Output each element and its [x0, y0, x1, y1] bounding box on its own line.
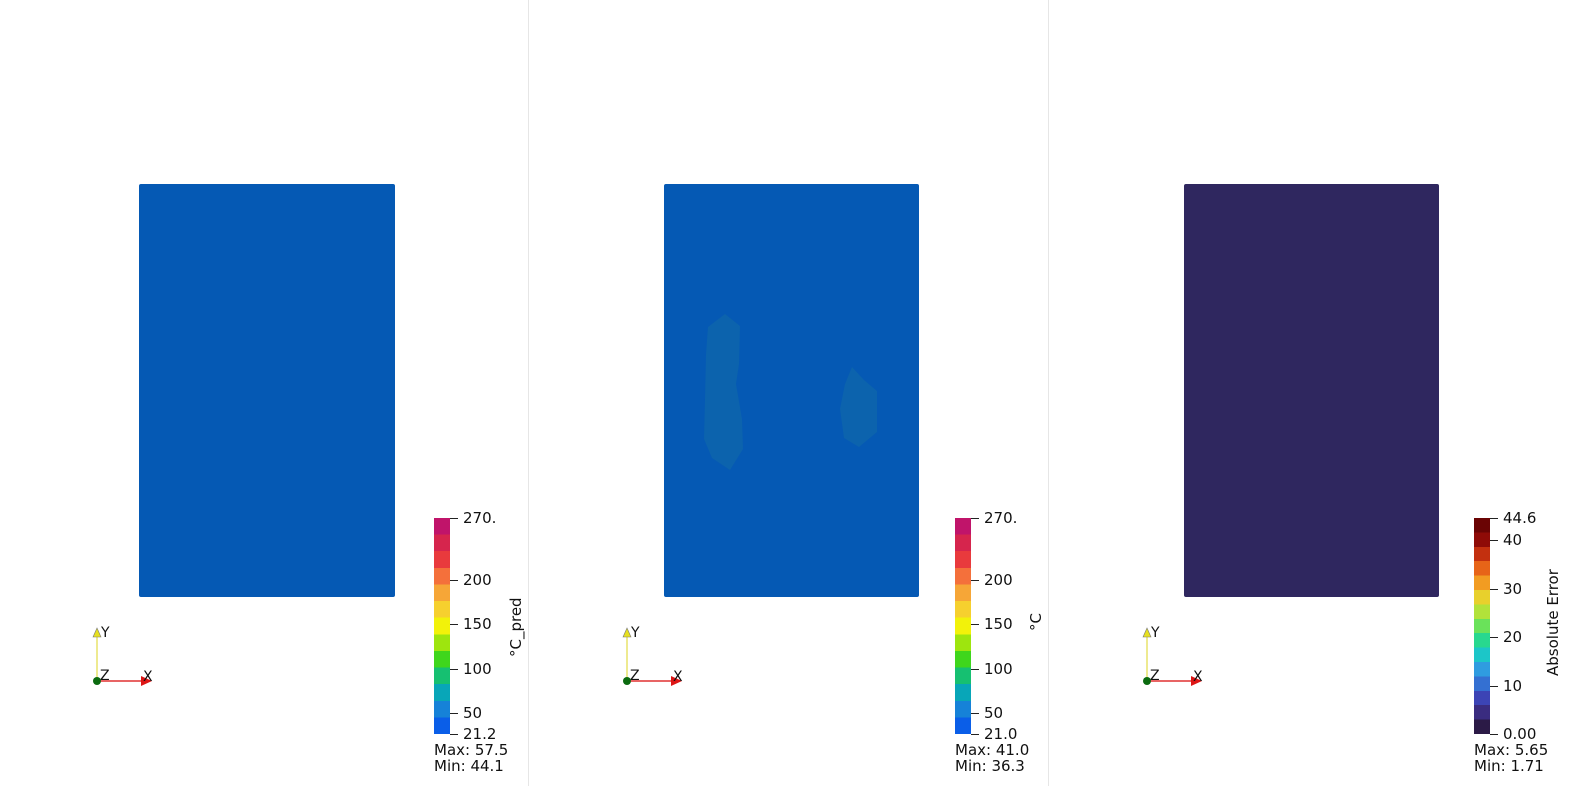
max-label: Max: 41.0	[955, 741, 1030, 759]
x-axis-arrow	[141, 676, 152, 686]
contour-region-right	[840, 367, 877, 447]
colorbar-tick-label: 44.6	[1503, 509, 1537, 527]
max-label: Max: 5.65	[1474, 741, 1549, 759]
render-view-ground-truth[interactable]: 270. 200 150 100 50 21.0 °C Max: 41.0 Min: 36…	[528, 0, 1048, 786]
axis-label-x: X	[143, 669, 153, 685]
axis-label-x: X	[673, 669, 683, 685]
colorbar-tick	[971, 624, 979, 625]
mesh-surface[interactable]	[139, 184, 395, 597]
data-range-label: Max: 5.65 Min: 1.71	[1474, 742, 1548, 774]
colorbar-tick	[1490, 686, 1498, 687]
axis-label-z: Z	[630, 668, 640, 684]
colorbar-tick-label: 50	[984, 704, 1004, 722]
colorbar-title: °C_pred	[507, 597, 525, 657]
colorbar-title: °C	[1027, 613, 1045, 631]
z-axis-dot	[93, 677, 101, 685]
colorbar-tick-label: 30	[1503, 580, 1523, 598]
colorbar-tick-label: 21.0	[984, 725, 1018, 743]
colorbar-tick-label: 100	[984, 660, 1013, 678]
temperature-contour	[704, 314, 877, 470]
colorbar-tick-label: 21.2	[463, 725, 497, 743]
render-view-predicted[interactable]: 270. 200 150 100 50 21.2 °C_pred Max: 57.5 Mi…	[0, 0, 528, 786]
colorbar: 270. 200 150 100 50 21.0	[955, 510, 1017, 742]
colorbar-tick	[971, 734, 979, 735]
colorbar-tick	[450, 713, 458, 714]
colorbar-tick-label: 10	[1503, 677, 1523, 695]
orientation-axes: Y Z X	[88, 620, 168, 690]
colorbar-title: Absolute Error	[1544, 569, 1562, 676]
colorbar-tick-label: 150	[463, 615, 492, 633]
colorbar-tick	[1490, 637, 1498, 638]
colorbar: 270. 200 150 100 50 21.2	[434, 510, 496, 742]
max-label: Max: 57.5	[434, 741, 509, 759]
x-axis-arrow	[1191, 676, 1202, 686]
axis-label-z: Z	[100, 668, 110, 684]
colorbar-tick	[971, 713, 979, 714]
colorbar-tick-label: 150	[984, 615, 1013, 633]
z-axis-dot	[623, 677, 631, 685]
colorbar-tick-label: 100	[463, 660, 492, 678]
colorbar-tick	[450, 580, 458, 581]
mesh-surface[interactable]	[1184, 184, 1439, 597]
min-label: Min: 1.71	[1474, 757, 1544, 775]
colorbar: 44.6 40 30 20 10 0.00	[1474, 510, 1536, 742]
y-axis-arrow	[92, 627, 102, 638]
axis-label-y: Y	[101, 625, 110, 641]
axis-label-y: Y	[1151, 625, 1160, 641]
axis-label-x: X	[1193, 669, 1203, 685]
colorbar-tick	[1490, 589, 1498, 590]
y-axis-arrow	[622, 627, 632, 638]
colorbar-tick	[450, 624, 458, 625]
colorbar-tick	[1490, 540, 1498, 541]
data-range-label: Max: 41.0 Min: 36.3	[955, 742, 1029, 774]
colorbar-tick	[1490, 734, 1498, 735]
colorbar-tick	[1490, 518, 1498, 519]
orientation-axes: Y Z X	[618, 620, 698, 690]
colorbar-tick-label: 50	[463, 704, 483, 722]
axis-label-z: Z	[1150, 668, 1160, 684]
view-separator[interactable]	[528, 0, 529, 786]
colorbar-tick-label: 270.	[984, 509, 1018, 527]
colorbar-tick	[971, 580, 979, 581]
z-axis-dot	[1143, 677, 1151, 685]
colorbar-tick	[971, 669, 979, 670]
y-axis-arrow	[1142, 627, 1152, 638]
colorbar-tick-label: 20	[1503, 628, 1523, 646]
colorbar-tick-label: 270.	[463, 509, 497, 527]
colorbar-tick	[450, 734, 458, 735]
contour-region-left	[704, 314, 743, 470]
render-view-absolute-error[interactable]: 44.6 40 30 20 10 0.00 Absolute Error Max: 5.6…	[1048, 0, 1582, 786]
colorbar-tick-label: 200	[984, 571, 1013, 589]
min-label: Min: 36.3	[955, 757, 1025, 775]
orientation-axes: Y Z X	[1138, 620, 1218, 690]
mesh-surface[interactable]	[664, 184, 919, 597]
colorbar-tick	[450, 518, 458, 519]
colorbar-tick-label: 200	[463, 571, 492, 589]
x-axis-arrow	[671, 676, 682, 686]
min-label: Min: 44.1	[434, 757, 504, 775]
data-range-label: Max: 57.5 Min: 44.1	[434, 742, 508, 774]
axis-label-y: Y	[631, 625, 640, 641]
view-separator[interactable]	[1048, 0, 1049, 786]
colorbar-tick	[450, 669, 458, 670]
colorbar-tick-label: 40	[1503, 531, 1523, 549]
colorbar-tick-label: 0.00	[1503, 725, 1537, 743]
colorbar-tick	[971, 518, 979, 519]
